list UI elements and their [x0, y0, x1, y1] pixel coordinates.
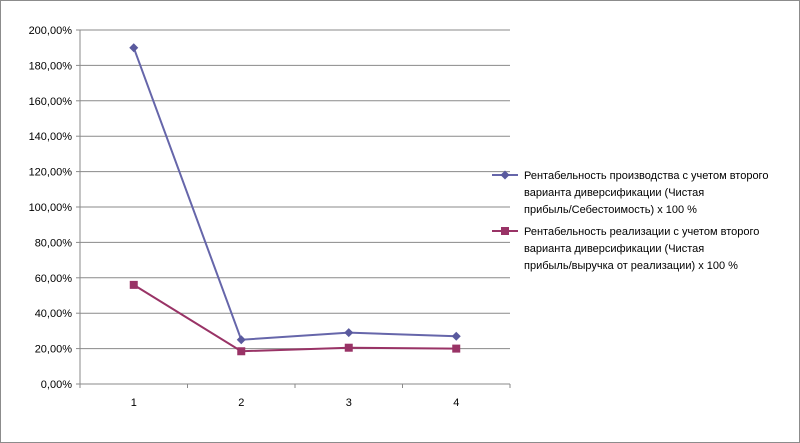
series-2-point	[344, 343, 353, 352]
y-tick-label: 60,00%	[35, 273, 73, 285]
y-tick-label: 160,00%	[29, 96, 73, 108]
legend-1-label: Рентабельность производства с учетом вто…	[524, 170, 768, 182]
series-2-point	[452, 344, 461, 353]
series-2-line	[133, 284, 457, 353]
x-tick-label: 4	[453, 397, 459, 409]
legend-2-label: Рентабельность реализации с учетом второ…	[524, 226, 759, 238]
series-1-line	[132, 47, 457, 341]
y-tick-label: 140,00%	[29, 131, 73, 143]
x-tick-label: 2	[238, 397, 244, 409]
legend-1-label: прибыль/Себестоимость) х 100 %	[524, 204, 697, 216]
legend-1-label: варианта диверсификации (Чистая	[524, 187, 704, 199]
legend-1-marker	[500, 170, 510, 180]
series-2-point	[129, 280, 138, 289]
series-1-point	[344, 328, 354, 338]
y-tick-label: 20,00%	[35, 344, 73, 356]
y-tick-label: 120,00%	[29, 167, 73, 179]
y-tick-label: 200,00%	[29, 25, 73, 37]
y-tick-label: 40,00%	[35, 308, 73, 320]
y-tick-label: 100,00%	[29, 202, 73, 214]
y-tick-label: 180,00%	[29, 60, 73, 72]
x-tick-label: 3	[346, 397, 352, 409]
y-tick-label: 80,00%	[35, 237, 73, 249]
y-tick-label: 0,00%	[41, 379, 72, 391]
legend-2-label: варианта диверсификации (Чистая	[524, 243, 704, 255]
series-1-point	[236, 335, 246, 345]
series-2-point	[237, 347, 246, 356]
legend-2-marker	[501, 227, 509, 235]
series-1-point	[451, 331, 461, 341]
series-1-point	[129, 43, 139, 53]
legend-2-label: прибыль/выручка от реализации) х 100 %	[524, 260, 738, 272]
x-tick-label: 1	[131, 397, 137, 409]
